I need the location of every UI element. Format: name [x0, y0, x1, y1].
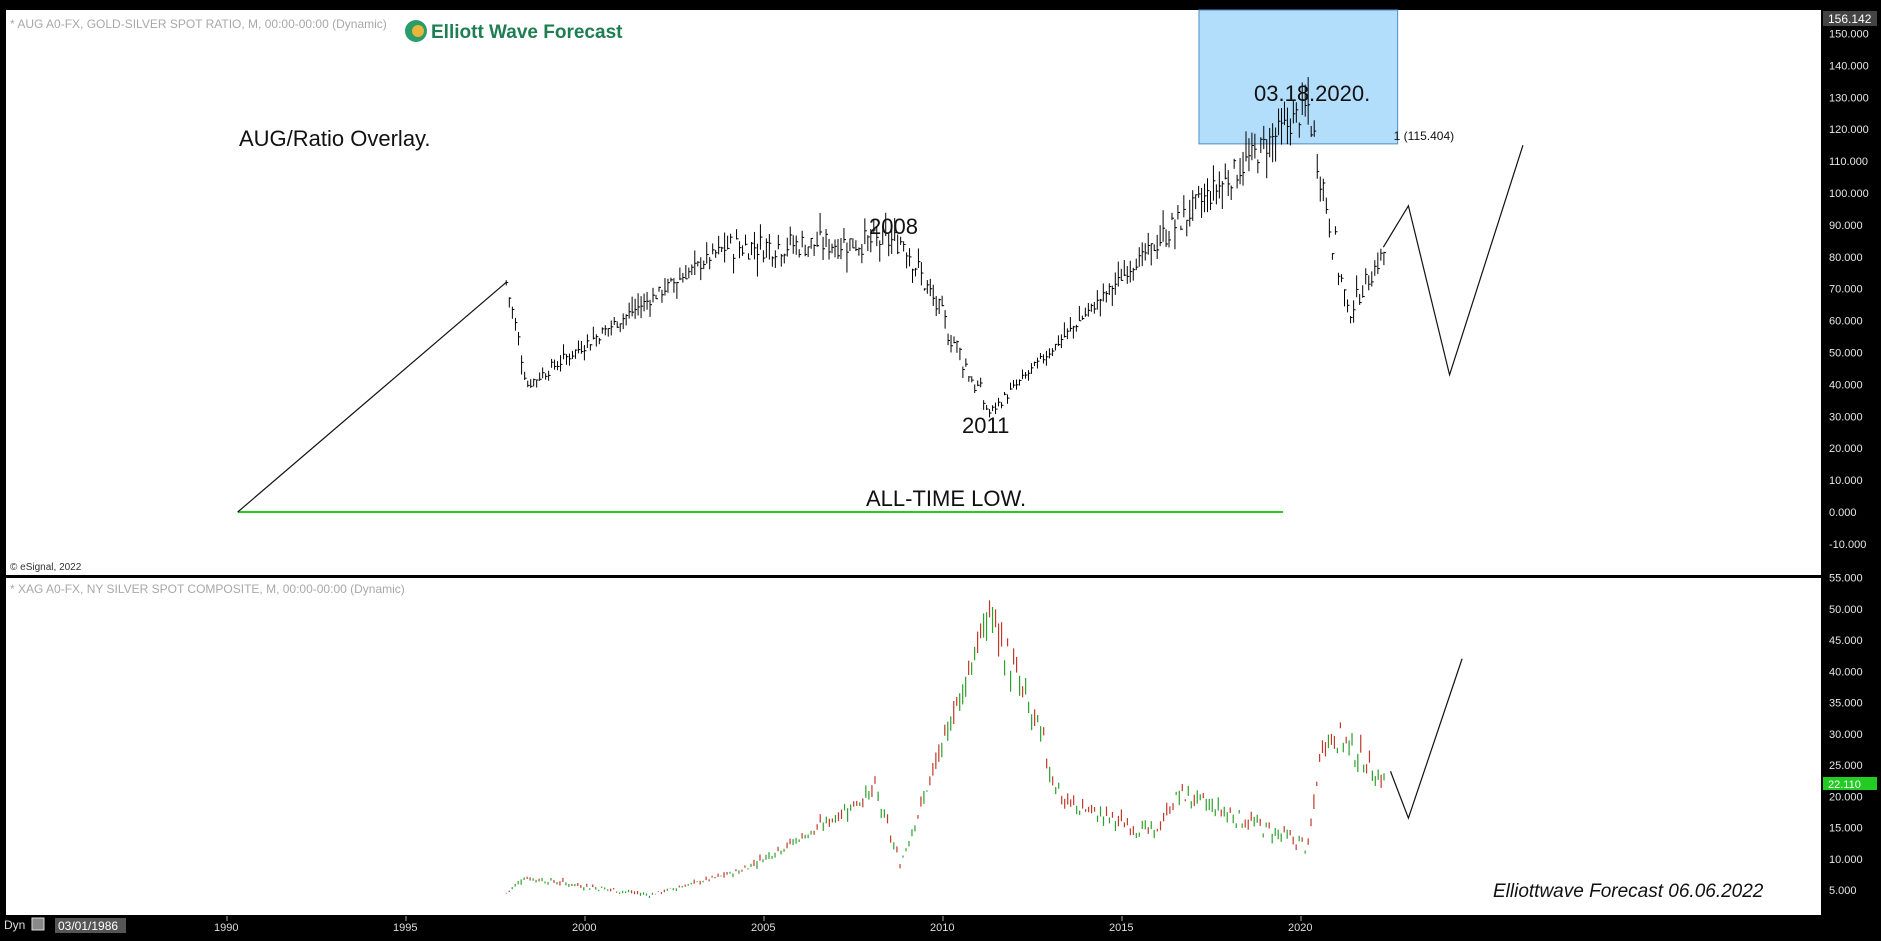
bottom-y-tick: 35.000 [1829, 698, 1863, 710]
top-y-tick: 100.000 [1829, 188, 1869, 200]
top-y-tick: 40.000 [1829, 379, 1863, 391]
x-tick-label: 1995 [393, 922, 417, 934]
bottom-y-tick: 10.000 [1829, 854, 1863, 866]
label-peak-date: 03.18.2020. [1254, 81, 1370, 106]
x-tick-label: 2015 [1109, 922, 1133, 934]
projection-line [237, 281, 507, 513]
top-y-tick: 30.000 [1829, 411, 1863, 423]
logo-icon-inner [412, 25, 424, 37]
label-2011: 2011 [962, 413, 1009, 438]
bottom-y-tick: 40.000 [1829, 666, 1863, 678]
top-y-tick: 140.000 [1829, 60, 1869, 72]
bottom-y-tick: 5.000 [1829, 885, 1857, 897]
bottom-y-tick: 25.000 [1829, 760, 1863, 772]
highlight-box [1198, 9, 1399, 145]
brand-text: Elliott Wave Forecast [431, 22, 623, 43]
brand-logo: Elliott Wave Forecast [405, 20, 623, 43]
ratio-last-price-text: 83.230 [1829, 241, 1863, 253]
bottom-panel-title: * XAG A0-FX, NY SILVER SPOT COMPOSITE, M… [10, 582, 405, 596]
top-y-axis: -10.000 0.000 10.000 20.000 30.000 40.000 50.0… [1829, 29, 1869, 551]
cursor-date: 03/01/1986 [58, 919, 118, 933]
top-y-tick: 10.000 [1829, 475, 1863, 487]
bottom-y-tick: 30.000 [1829, 729, 1863, 741]
overlay-label: AUG/Ratio Overlay. [239, 126, 431, 151]
ratio-bar-series [505, 77, 1386, 418]
top-y-tick: 60.000 [1829, 316, 1863, 328]
x-tick-label: 2000 [572, 922, 596, 934]
all-time-low-label: ALL-TIME LOW. [866, 486, 1026, 511]
footer-label: Elliottwave Forecast 06.06.2022 [1493, 881, 1764, 902]
calendar-icon[interactable] [31, 917, 45, 931]
x-tick-label: 2020 [1288, 922, 1312, 934]
top-y-tick: 50.000 [1829, 348, 1863, 360]
silver-forecast-path [1389, 658, 1463, 820]
bottom-y-tick: 50.000 [1829, 604, 1863, 616]
top-y-tick: 0.000 [1829, 507, 1857, 519]
x-tick-label: 2005 [751, 922, 775, 934]
top-y-tick: 20.000 [1829, 443, 1863, 455]
bottom-y-tick: 55.000 [1829, 573, 1863, 585]
top-y-tick: 80.000 [1829, 252, 1863, 264]
dyn-label: Dyn [4, 918, 25, 932]
top-y-tick: 70.000 [1829, 284, 1863, 296]
cursor-date-box [55, 918, 126, 933]
bottom-y-axis: 5.000 10.000 15.000 20.000 25.000 30.000 35.00… [1829, 573, 1863, 898]
fib-label: 1 (115.404) [1394, 129, 1455, 143]
top-panel-title: * AUG A0-FX, GOLD-SILVER SPOT RATIO, M, … [10, 17, 387, 31]
silver-last-price-tag: 22.110 [1823, 777, 1877, 791]
high-price-tag-text: 156.142 [1828, 12, 1872, 26]
top-panel-background [6, 10, 1821, 575]
top-y-tick: 120.000 [1829, 124, 1869, 136]
top-y-tick: -10.000 [1829, 539, 1866, 551]
bottom-panel-background [6, 578, 1821, 915]
silver-bar-series [505, 600, 1385, 898]
top-y-tick: 110.000 [1829, 156, 1868, 168]
label-2008: 2008 [869, 214, 918, 239]
ratio-last-price-tag: 83.230 [1829, 241, 1863, 253]
x-tick-label: 2010 [930, 922, 954, 934]
silver-last-price-text: 22.110 [1828, 779, 1861, 791]
x-tick-label: 1990 [214, 922, 238, 934]
bottom-y-tick: 15.000 [1829, 823, 1863, 835]
bottom-y-tick: 20.000 [1829, 791, 1863, 803]
high-price-tag: 156.142 [1823, 11, 1877, 26]
top-y-tick: 90.000 [1829, 220, 1863, 232]
bottom-y-tick: 45.000 [1829, 635, 1863, 647]
copyright: © eSignal, 2022 [10, 562, 82, 573]
top-y-tick: 130.000 [1829, 92, 1869, 104]
top-y-tick: 150.000 [1829, 29, 1869, 41]
x-axis: Dyn 03/01/1986 1990 1995 2000 2005 2010 2015 2… [4, 916, 1312, 934]
ratio-forecast-path [1382, 144, 1524, 378]
